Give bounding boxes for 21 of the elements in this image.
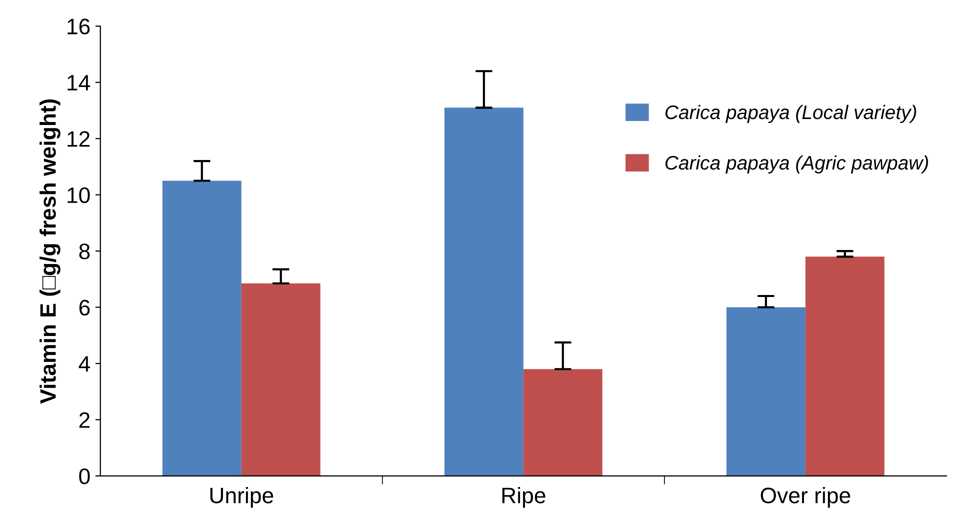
x-tick-label: Ripe	[502, 487, 546, 508]
y-tick-label: 6	[79, 300, 90, 316]
y-tick-label: 12	[68, 131, 90, 147]
y-tick-label: 10	[68, 187, 90, 204]
y-tick-label: 14	[68, 75, 90, 90]
legend-label: Carica papaya (Agric pawpaw)	[665, 155, 928, 174]
bar	[523, 369, 602, 476]
y-tick-label: 8	[79, 244, 90, 260]
y-tick-label: 2	[79, 412, 90, 428]
bar	[241, 283, 320, 476]
y-tick-label: 4	[78, 356, 90, 372]
y-tick-label: 0	[79, 468, 90, 484]
bar	[444, 108, 524, 476]
bar	[162, 180, 242, 476]
legend-label: Carica papaya (Local variety)	[665, 104, 916, 124]
y-axis-title: Vitamin E (□g/g fresh weight)	[40, 99, 60, 404]
y-tick-label: 16	[68, 18, 90, 34]
x-tick-label: Unripe	[210, 487, 274, 508]
bar	[805, 256, 884, 476]
bar	[726, 307, 806, 476]
x-tick-label: Over ripe	[760, 487, 850, 508]
